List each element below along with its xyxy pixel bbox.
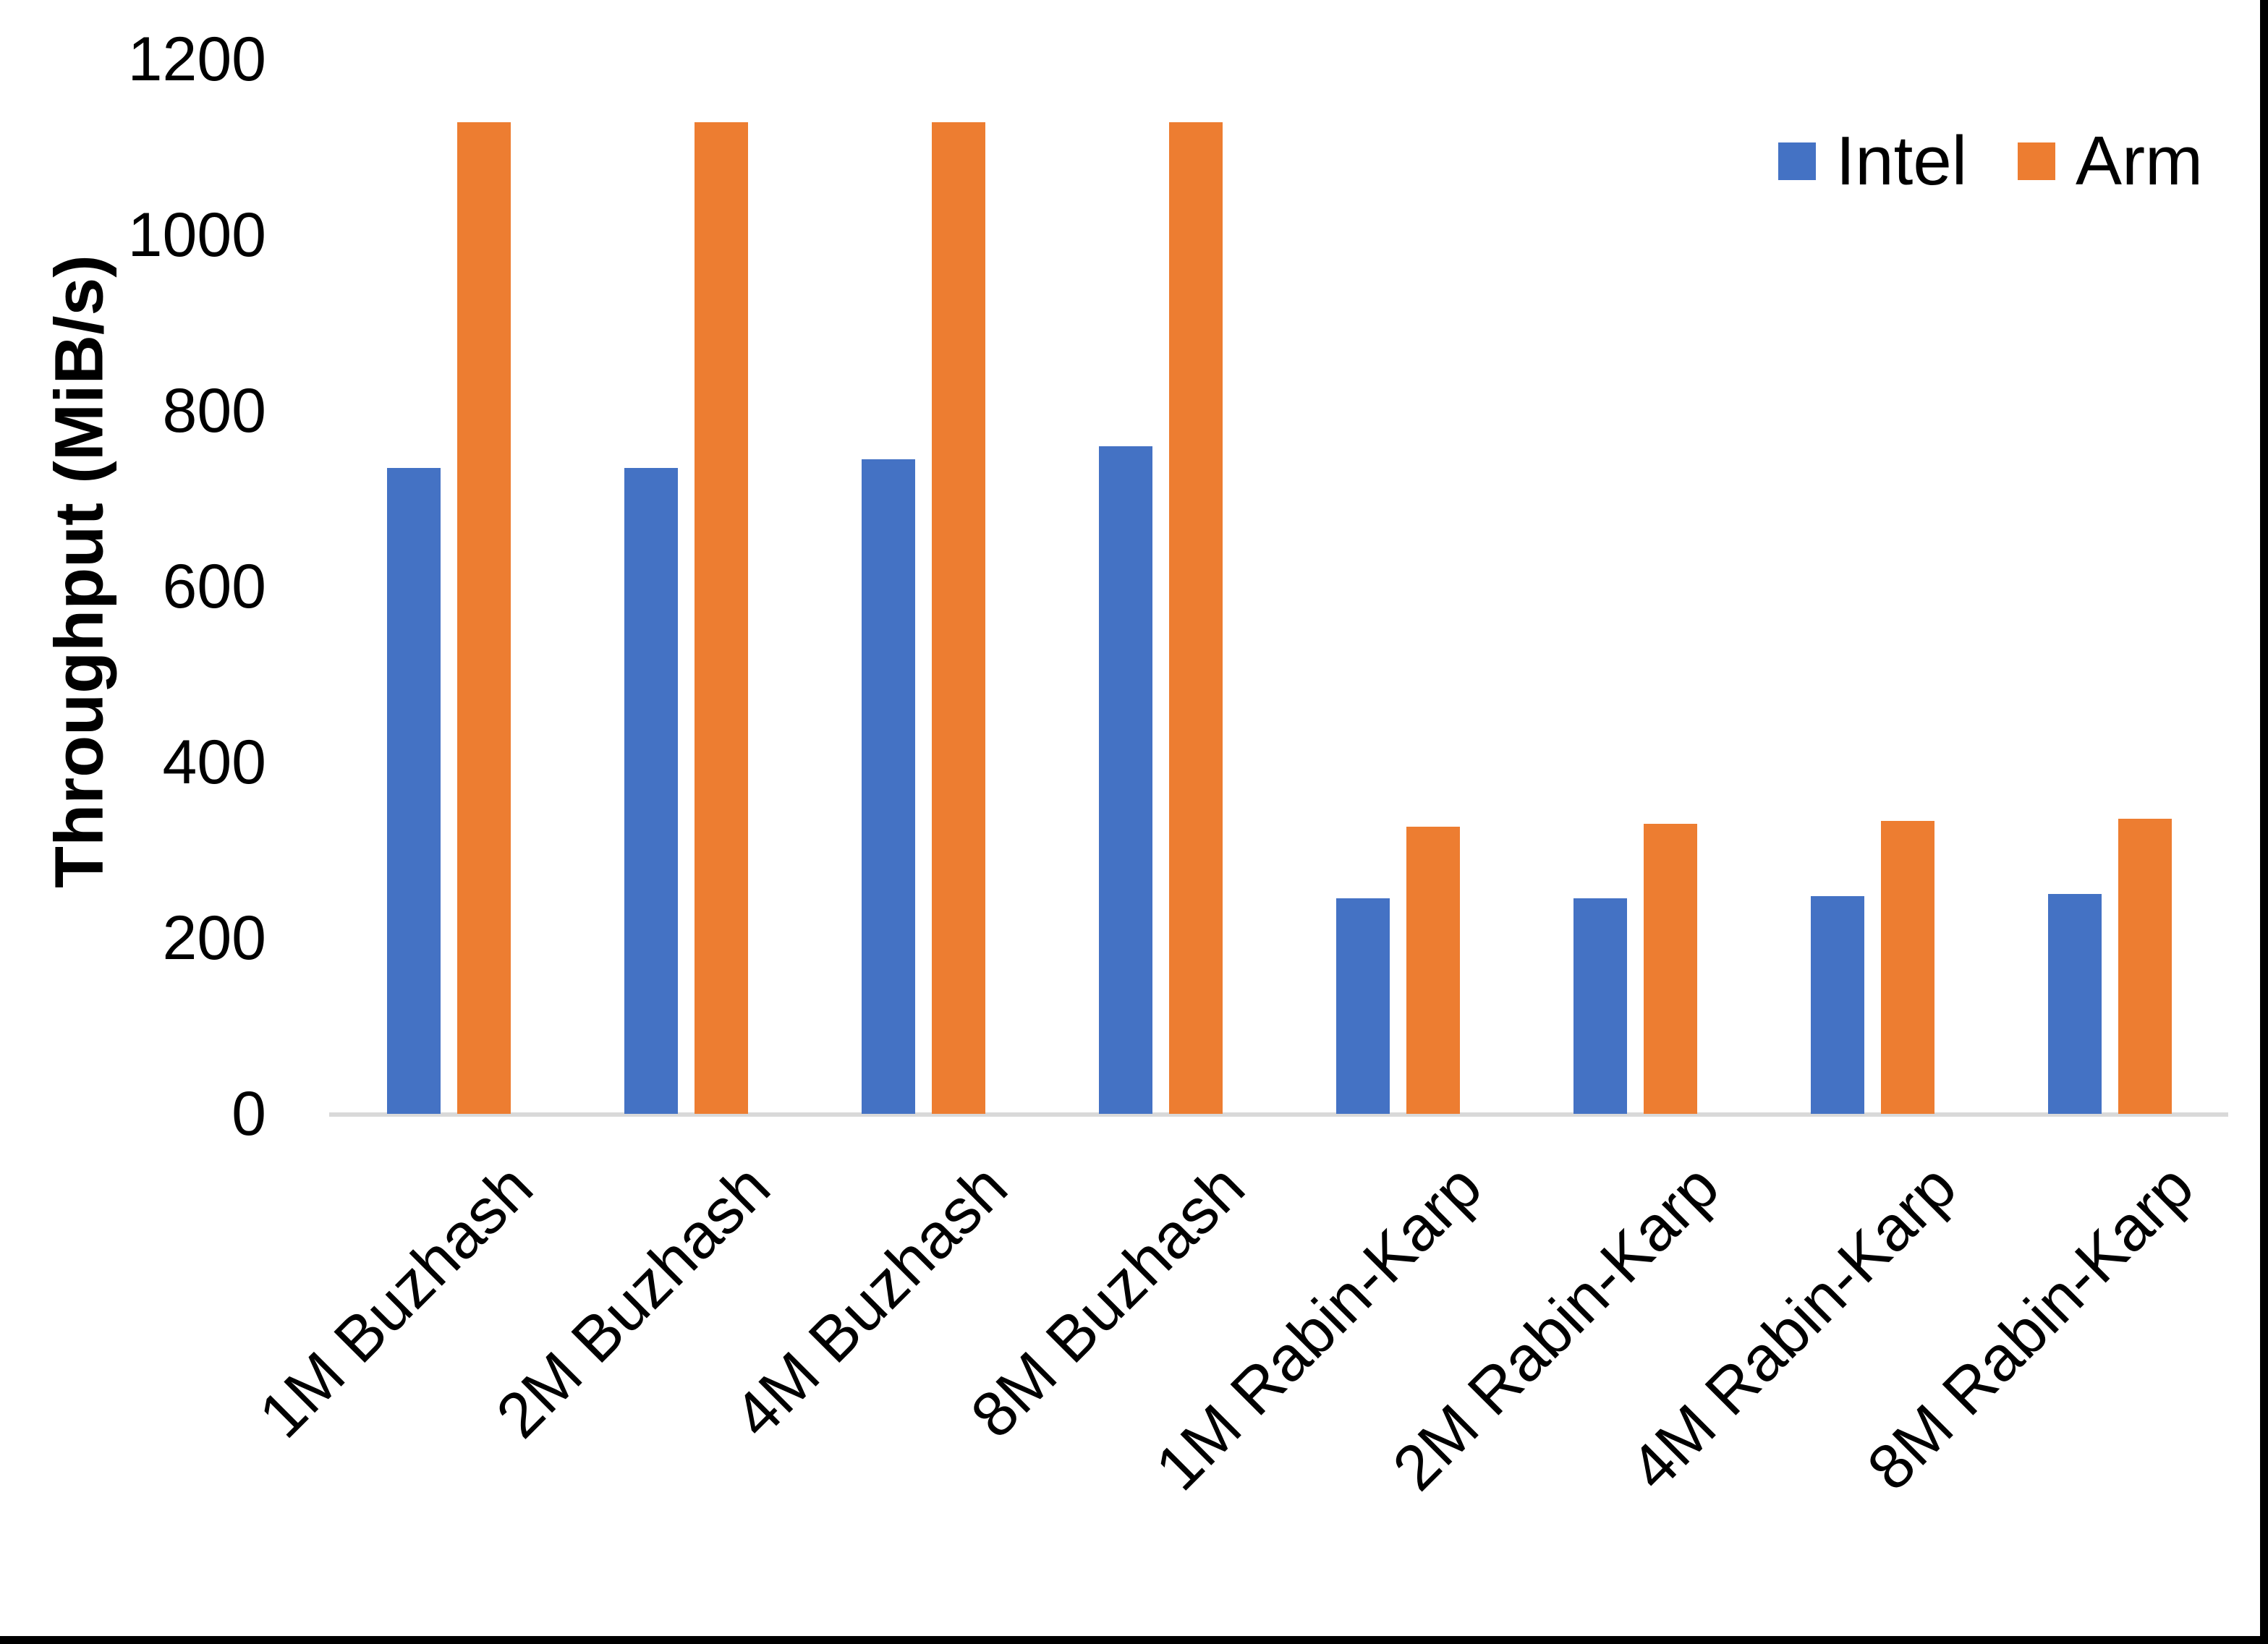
bar-arm-1m-buzhash [457,122,511,1114]
bar-arm-4m-buzhash [932,122,985,1114]
bar-arm-2m-buzhash [695,122,748,1114]
y-tick-label-400: 400 [162,728,267,797]
bar-arm-1m-rabin-karp [1406,826,1460,1114]
y-tick-label-1200: 1200 [127,25,266,94]
bar-intel-8m-buzhash [1099,446,1152,1114]
bar-intel-4m-rabin-karp [1811,895,1864,1114]
bar-arm-2m-rabin-karp [1644,824,1697,1114]
legend-swatch-arm [2018,142,2056,180]
y-tick-label-800: 800 [162,376,267,446]
y-tick-label-200: 200 [162,903,267,973]
legend: Intel Arm [1778,122,2203,201]
x-axis-line [329,1112,2228,1117]
page-border-bottom [0,1636,2268,1644]
bar-intel-2m-rabin-karp [1573,898,1627,1114]
bar-intel-2m-buzhash [624,467,678,1114]
legend-label-intel: Intel [1835,122,1968,200]
bar-intel-1m-rabin-karp [1336,898,1390,1114]
y-tick-label-600: 600 [162,552,267,621]
bar-intel-1m-buzhash [387,467,441,1114]
bar-intel-8m-rabin-karp [2048,894,2102,1114]
y-tick-label-1000: 1000 [127,200,266,270]
legend-item-intel: Intel [1778,122,1967,201]
page-border-right [2260,0,2268,1644]
y-tick-label-0: 0 [232,1079,266,1149]
bar-arm-8m-rabin-karp [2118,818,2172,1114]
bar-intel-4m-buzhash [862,459,915,1114]
bar-arm-4m-rabin-karp [1881,821,1934,1114]
legend-swatch-intel [1778,142,1816,180]
legend-item-arm: Arm [2018,122,2203,201]
legend-label-arm: Arm [2076,122,2203,200]
bar-arm-8m-buzhash [1169,122,1223,1114]
